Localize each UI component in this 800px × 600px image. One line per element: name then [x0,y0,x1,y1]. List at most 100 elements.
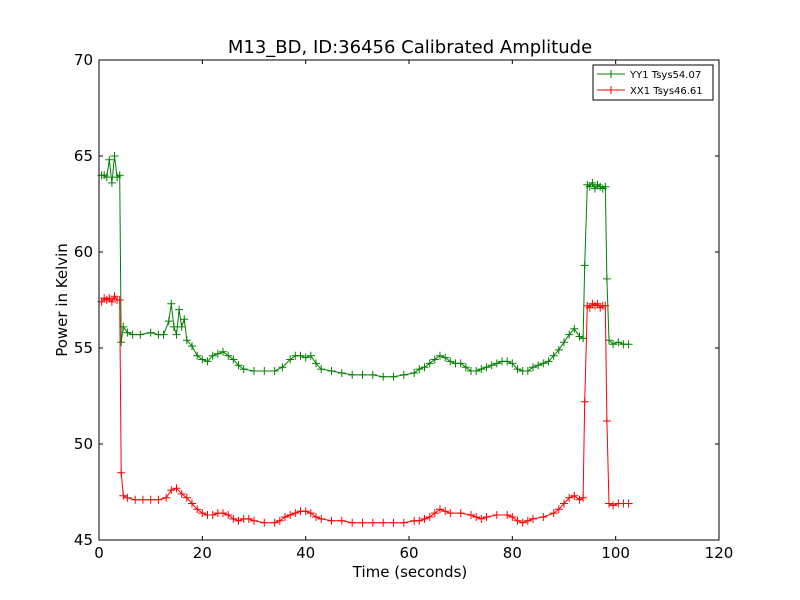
y-axis-label: Power in Kelvin [53,243,71,357]
data-point [430,355,439,364]
data-point [368,518,377,527]
data-point [446,357,455,366]
data-point [107,178,116,187]
data-point [162,493,171,502]
legend-label: XX1 Tsys46.61 [630,86,703,97]
plot-frame [98,59,720,541]
data-point [529,363,537,372]
data-point [399,518,408,527]
data-point [609,340,618,349]
data-point [513,365,522,374]
data-point [425,359,434,368]
data-point [278,363,287,372]
data-point [159,330,168,339]
data-point [224,351,233,360]
data-point [579,493,588,502]
data-point [193,351,202,360]
data-point [123,328,132,337]
data-point [128,330,137,339]
data-point [291,509,300,518]
data-point [182,336,191,345]
data-point [301,507,310,516]
data-point [492,359,501,368]
data-point [188,499,196,508]
data-point [503,357,512,366]
data-point [358,370,367,379]
y-tick-label: 60 [74,243,93,261]
data-point [456,359,465,368]
series-0 [97,152,633,381]
data-point [138,495,147,504]
x-tick-label: 40 [296,544,315,562]
x-tick-label: 20 [193,544,212,562]
data-point [544,357,553,366]
data-point [177,489,186,498]
data-point [213,349,222,358]
data-point [575,495,584,504]
data-point [146,328,155,337]
data-point [358,518,367,527]
series-line [101,155,629,378]
data-point [549,351,558,360]
y-tick-label: 70 [74,51,93,69]
data-point [379,518,388,527]
data-point [513,516,522,525]
data-point [224,511,233,519]
data-point [260,367,269,375]
x-tick-label: 120 [705,544,734,562]
data-point [270,518,279,527]
data-point [534,361,543,370]
data-point [508,513,517,521]
data-point [624,499,633,508]
chart-title: M13_BD, ID:36456 Calibrated Amplitude [228,37,592,58]
data-point [348,518,357,527]
y-tick-label: 50 [74,435,93,453]
x-tick-label: 80 [503,544,522,562]
data-point [415,516,424,525]
data-point [281,513,289,521]
x-tick-label: 100 [601,544,630,562]
data-point [234,361,243,370]
data-point [368,370,377,379]
data-point [146,495,155,504]
data-point [472,513,481,521]
data-point [239,365,248,374]
data-point [579,334,588,343]
legend-marker [607,70,615,78]
legend-item-1: XX1 Tsys46.61 [597,86,703,97]
data-point [580,397,589,406]
data-point [430,509,439,518]
data-point [119,491,128,500]
data-point [250,367,258,375]
data-point [296,351,305,360]
data-point [570,324,579,333]
data-point [441,507,450,516]
data-point [482,363,491,372]
data-point [102,173,111,182]
y-tick-label: 55 [74,339,93,357]
data-point [110,152,119,160]
data-point [172,330,181,339]
data-point [198,509,207,518]
data-point [410,369,419,377]
data-point [508,359,517,368]
data-point [203,357,212,366]
data-point [456,509,465,518]
data-point [115,296,124,304]
data-point [436,505,444,514]
data-point [624,340,633,349]
data-point [167,486,176,495]
data-point [539,359,548,368]
legend-item-0: YY1 Tsys54.07 [597,70,701,81]
y-tick-label: 45 [74,531,93,549]
data-point [286,355,295,364]
data-point [234,516,243,525]
data-point [539,513,548,521]
data-point [554,505,563,514]
data-point [420,514,429,523]
legend: YY1 Tsys54.07 XX1 Tsys46.61 [592,64,714,101]
data-point [523,516,532,525]
data-point [601,182,610,191]
data-point [175,305,184,314]
data-point [415,365,424,374]
